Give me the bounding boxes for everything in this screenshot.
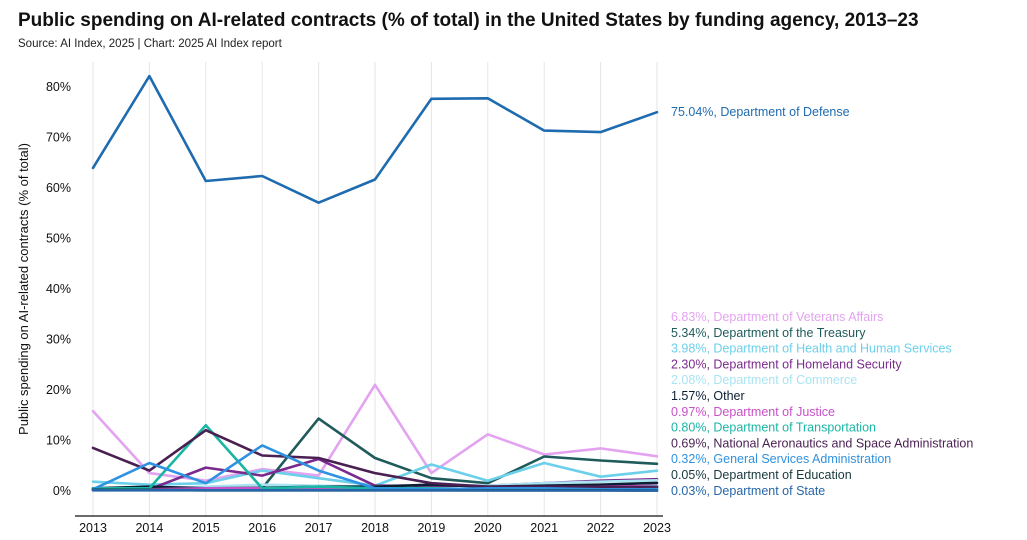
series-lines	[91, 74, 659, 492]
x-tick-label: 2018	[361, 521, 389, 535]
end-label: 3.98%, Department of Health and Human Se…	[671, 342, 952, 356]
end-label: 0.80%, Department of Transportation	[671, 421, 876, 435]
y-tick-label: 70%	[46, 131, 71, 145]
series-line	[91, 428, 659, 489]
x-tick-label: 2023	[643, 521, 671, 535]
end-label: 0.05%, Department of Education	[671, 468, 852, 482]
x-tick-label: 2016	[248, 521, 276, 535]
x-tick-label: 2022	[587, 521, 615, 535]
end-label: 0.69%, National Aeronautics and Space Ad…	[671, 436, 973, 450]
x-tick-label: 2014	[135, 521, 163, 535]
end-labels: 75.04%, Department of Defense 6.83%, Depa…	[671, 105, 973, 498]
end-label: 5.34%, Department of the Treasury	[671, 326, 866, 340]
grid	[92, 62, 658, 516]
series-line	[91, 383, 659, 483]
x-tick-label: 2017	[305, 521, 333, 535]
end-label: 0.97%, Department of Justice	[671, 405, 835, 419]
y-tick-label: 30%	[46, 332, 71, 346]
series-line	[91, 444, 659, 491]
y-tick-label: 40%	[46, 282, 71, 296]
end-label: 1.57%, Other	[671, 389, 745, 403]
y-tick-label: 0%	[53, 484, 71, 498]
x-tick-label: 2020	[474, 521, 502, 535]
x-tick-label: 2013	[79, 521, 107, 535]
end-label: 2.30%, Department of Homeland Security	[671, 357, 902, 371]
y-tick-label: 60%	[46, 181, 71, 195]
axes: 2013 2014 2015 2016 2017 2018 2019 2020 2021 2022…	[16, 80, 671, 535]
end-label: 0.32%, General Services Administration	[671, 452, 891, 466]
y-tick-label: 10%	[46, 433, 71, 447]
y-tick-label: 20%	[46, 383, 71, 397]
x-tick-label: 2015	[192, 521, 220, 535]
x-tick-label: 2019	[417, 521, 445, 535]
end-label: 0.03%, Department of State	[671, 484, 825, 498]
series-line	[91, 74, 659, 204]
x-tick-label: 2021	[530, 521, 558, 535]
end-label: 2.08%, Department of Commerce	[671, 373, 857, 387]
chart-title: Public spending on AI-related contracts …	[18, 10, 919, 31]
chart-source: Source: AI Index, 2025 | Chart: 2025 AI …	[18, 38, 282, 50]
y-axis-label: Public spending on AI-related contracts …	[16, 143, 31, 435]
y-tick-label: 80%	[46, 80, 71, 94]
end-label: 6.83%, Department of Veterans Affairs	[671, 310, 883, 324]
y-tick-label: 50%	[46, 232, 71, 246]
end-label: 75.04%, Department of Defense	[671, 105, 850, 119]
